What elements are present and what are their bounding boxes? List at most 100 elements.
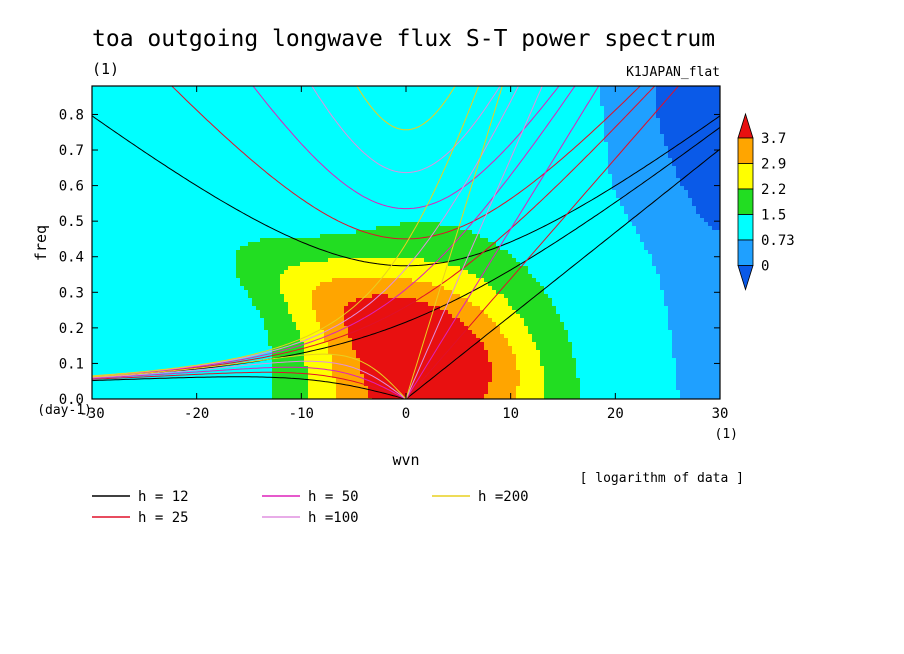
field-cell <box>252 182 257 187</box>
field-cell <box>228 182 233 187</box>
field-cell <box>648 182 653 187</box>
field-cell <box>488 86 493 91</box>
field-cell <box>224 142 229 147</box>
field-cell <box>276 202 281 207</box>
field-cell <box>400 146 405 151</box>
field-cell <box>548 138 553 143</box>
field-cell <box>308 182 313 187</box>
field-cell <box>176 202 181 207</box>
field-cell <box>716 206 720 211</box>
field-cell <box>332 182 337 187</box>
field-cell <box>456 178 461 183</box>
field-cell <box>688 182 693 187</box>
field-cell <box>392 122 397 127</box>
field-cell <box>552 130 557 135</box>
field-cell <box>376 178 381 183</box>
field-cell <box>680 102 685 107</box>
field-cell <box>156 150 161 155</box>
field-cell <box>632 86 637 91</box>
field-cell <box>604 162 609 167</box>
field-cell <box>272 178 277 183</box>
field-cell <box>420 198 425 203</box>
field-cell <box>656 94 661 99</box>
field-cell <box>460 198 465 203</box>
field-cell <box>684 158 689 163</box>
field-cell <box>560 114 565 119</box>
field-cell <box>116 102 121 107</box>
field-cell <box>176 114 181 119</box>
field-cell <box>544 90 549 95</box>
field-cell <box>356 174 361 179</box>
field-cell <box>636 110 641 115</box>
field-cell <box>92 118 97 123</box>
field-cell <box>264 154 269 159</box>
field-cell <box>480 130 485 135</box>
field-cell <box>152 150 157 155</box>
field-cell <box>468 142 473 147</box>
field-cell <box>160 118 165 123</box>
field-cell <box>700 186 705 191</box>
field-cell <box>512 134 517 139</box>
field-cell <box>460 118 465 123</box>
field-cell <box>120 130 125 135</box>
field-cell <box>404 150 409 155</box>
field-cell <box>308 210 313 215</box>
field-cell <box>228 86 233 91</box>
field-cell <box>564 210 569 215</box>
field-cell <box>564 90 569 95</box>
field-cell <box>348 138 353 143</box>
field-cell <box>636 98 641 103</box>
field-cell <box>120 142 125 147</box>
field-cell <box>612 186 617 191</box>
field-cell <box>476 146 481 151</box>
field-cell <box>448 150 453 155</box>
field-cell <box>448 146 453 151</box>
field-cell <box>424 202 429 207</box>
field-cell <box>460 102 465 107</box>
field-cell <box>200 190 205 195</box>
field-cell <box>132 170 137 175</box>
field-cell <box>688 194 693 199</box>
field-cell <box>352 178 357 183</box>
field-cell <box>100 106 105 111</box>
field-cell <box>324 190 329 195</box>
field-cell <box>152 170 157 175</box>
field-cell <box>244 138 249 143</box>
field-cell <box>228 146 233 151</box>
field-cell <box>252 126 257 131</box>
field-cell <box>100 98 105 103</box>
field-cell <box>228 110 233 115</box>
field-cell <box>112 130 117 135</box>
field-cell <box>120 154 125 159</box>
field-cell <box>648 98 653 103</box>
field-cell <box>164 186 169 191</box>
field-cell <box>152 206 157 211</box>
field-cell <box>256 142 261 147</box>
field-cell <box>452 102 457 107</box>
field-cell <box>472 170 477 175</box>
field-cell <box>168 102 173 107</box>
field-cell <box>624 182 629 187</box>
field-cell <box>164 122 169 127</box>
field-cell <box>712 150 717 155</box>
field-cell <box>116 106 121 111</box>
field-cell <box>324 154 329 159</box>
field-cell <box>372 106 377 111</box>
field-cell <box>568 206 573 211</box>
field-cell <box>532 182 537 187</box>
field-cell <box>296 154 301 159</box>
field-cell <box>116 98 121 103</box>
field-cell <box>156 86 161 91</box>
field-cell <box>148 194 153 199</box>
field-cell <box>640 102 645 107</box>
field-cell <box>384 190 389 195</box>
field-cell <box>260 158 265 163</box>
field-cell <box>444 154 449 159</box>
field-cell <box>580 102 585 107</box>
field-cell <box>664 114 669 119</box>
field-cell <box>328 146 333 151</box>
field-cell <box>344 202 349 207</box>
field-cell <box>504 154 509 159</box>
field-cell <box>356 146 361 151</box>
field-cell <box>712 110 717 115</box>
